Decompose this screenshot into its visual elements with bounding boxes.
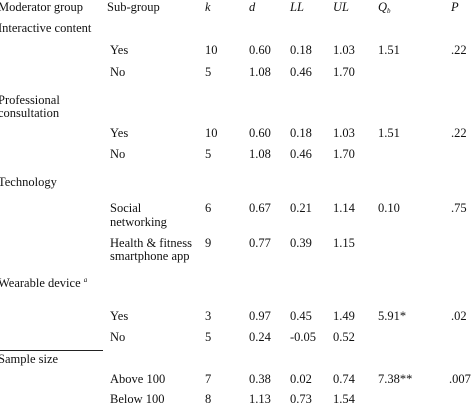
subgroup-label: No (110, 65, 126, 79)
cell-ll: 0.21 (290, 201, 312, 215)
cell-ul: 1.54 (333, 392, 355, 406)
subgroup-label: Yes (110, 309, 129, 323)
group-label-professional-consultation-line1: Professional (0, 93, 60, 107)
header-ul: UL (333, 0, 349, 14)
cell-d: 0.67 (249, 201, 271, 215)
cell-d: 0.97 (249, 309, 271, 323)
cell-ll: 0.46 (290, 147, 312, 161)
subgroup-label: No (110, 330, 126, 344)
cell-ul: 1.03 (333, 43, 355, 57)
cell-ll: 0.73 (290, 392, 312, 406)
subgroup-label: No (110, 147, 126, 161)
group-label-technology: Technology (0, 175, 57, 189)
cell-k: 10 (205, 126, 218, 140)
group-label-interactive-content: Interactive content (0, 21, 92, 35)
cell-k: 9 (205, 236, 212, 250)
cell-ll: 0.46 (290, 65, 312, 79)
cell-k: 8 (205, 392, 212, 406)
cell-ll: -0.05 (290, 330, 317, 344)
cell-qb: 5.91* (378, 309, 407, 323)
subgroup-label-line2: networking (110, 215, 167, 229)
cell-k: 5 (205, 65, 212, 79)
header-moderator-group: Moderator group (0, 0, 84, 14)
cell-d: 1.08 (249, 65, 271, 79)
header-ll: LL (290, 0, 304, 14)
cell-qb: 1.51 (378, 43, 400, 57)
group-label-professional-consultation-line2: consultation (0, 106, 60, 120)
subgroup-label: Above 100 (110, 372, 166, 386)
subgroup-label-line1: Health & fitness (110, 236, 192, 250)
cell-k: 10 (205, 43, 218, 57)
cell-p: .22 (451, 126, 467, 140)
cell-qb: 1.51 (378, 126, 400, 140)
cell-ul: 1.14 (333, 201, 355, 215)
cell-d: 0.60 (249, 43, 271, 57)
cell-ul: 0.52 (333, 330, 355, 344)
subgroup-label: Below 100 (110, 392, 165, 406)
cell-p: .22 (451, 43, 467, 57)
cell-p: .75 (451, 201, 467, 215)
cell-qb: 7.38** (378, 372, 413, 386)
subgroup-label-line2: smartphone app (110, 249, 190, 263)
cell-ul: 1.03 (333, 126, 355, 140)
header-d: d (249, 0, 256, 14)
cell-d: 0.24 (249, 330, 271, 344)
group-label-sample-size: Sample size (0, 352, 59, 366)
header-qb: Qb (378, 0, 391, 15)
cell-p: .02 (451, 309, 467, 323)
footnote-marker: a (83, 276, 88, 284)
subgroup-label: Yes (110, 126, 129, 140)
cell-ll: 0.45 (290, 309, 312, 323)
cell-k: 7 (205, 372, 212, 386)
cell-d: 0.77 (249, 236, 271, 250)
header-sub-group: Sub-group (107, 0, 160, 14)
cell-k: 5 (205, 147, 212, 161)
cell-ll: 0.02 (290, 372, 312, 386)
header-p: P (451, 0, 459, 14)
cell-ll: 0.39 (290, 236, 312, 250)
cell-d: 1.13 (249, 392, 271, 406)
cell-d: 0.60 (249, 126, 271, 140)
cell-ll: 0.18 (290, 126, 312, 140)
cell-d: 1.08 (249, 147, 271, 161)
cell-ul: 1.49 (333, 309, 355, 323)
cell-ul: 0.74 (333, 372, 355, 386)
cell-ll: 0.18 (290, 43, 312, 57)
cell-ul: 1.70 (333, 147, 355, 161)
cell-d: 0.38 (249, 372, 271, 386)
cell-ul: 1.70 (333, 65, 355, 79)
group-label-wearable-device: Wearable device a (0, 276, 88, 290)
cell-k: 3 (205, 309, 212, 323)
section-divider (0, 350, 103, 351)
cell-ul: 1.15 (333, 236, 355, 250)
cell-k: 5 (205, 330, 212, 344)
cell-k: 6 (205, 201, 212, 215)
subgroup-label: Yes (110, 43, 129, 57)
subgroup-label-line1: Social (110, 201, 142, 215)
cell-qb: 0.10 (378, 201, 400, 215)
header-k: k (205, 0, 211, 14)
cell-p: .007 (449, 372, 471, 386)
